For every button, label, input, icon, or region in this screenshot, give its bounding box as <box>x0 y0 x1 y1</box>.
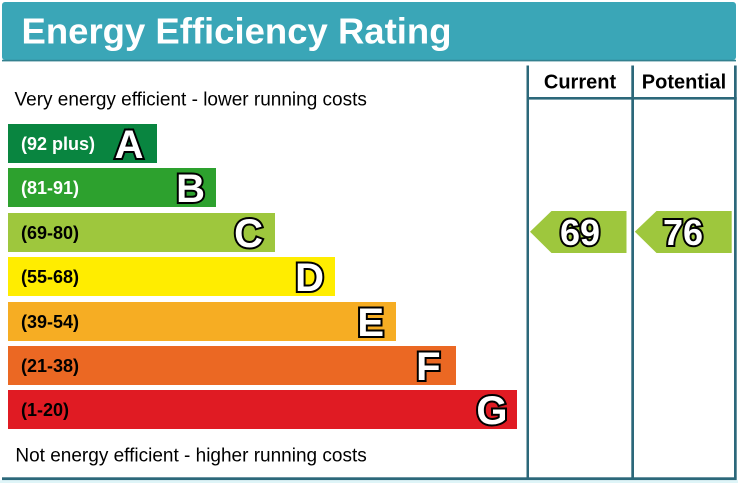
svg-text:(92 plus): (92 plus) <box>21 134 95 154</box>
svg-text:(21-38): (21-38) <box>21 356 79 376</box>
svg-text:(69-80): (69-80) <box>21 223 79 243</box>
svg-text:Very energy efficient - lower: Very energy efficient - lower running co… <box>15 89 367 110</box>
svg-text:(55-68): (55-68) <box>21 267 79 287</box>
svg-text:(81-91): (81-91) <box>21 178 79 198</box>
svg-text:Energy Efficiency Rating: Energy Efficiency Rating <box>22 11 452 52</box>
svg-text:Potential: Potential <box>642 71 726 93</box>
svg-text:(39-54): (39-54) <box>21 312 79 332</box>
svg-text:F: F <box>416 345 440 389</box>
svg-text:G: G <box>476 389 507 433</box>
svg-text:69: 69 <box>560 212 600 253</box>
svg-text:(1-20): (1-20) <box>21 400 69 420</box>
svg-text:76: 76 <box>663 212 703 253</box>
svg-text:A: A <box>115 123 144 167</box>
svg-text:C: C <box>234 212 263 256</box>
svg-text:D: D <box>295 256 324 300</box>
svg-text:B: B <box>176 167 205 211</box>
svg-text:E: E <box>357 301 384 345</box>
svg-text:Current: Current <box>544 71 617 93</box>
svg-text:Not energy efficient - higher: Not energy efficient - higher running co… <box>15 446 366 467</box>
